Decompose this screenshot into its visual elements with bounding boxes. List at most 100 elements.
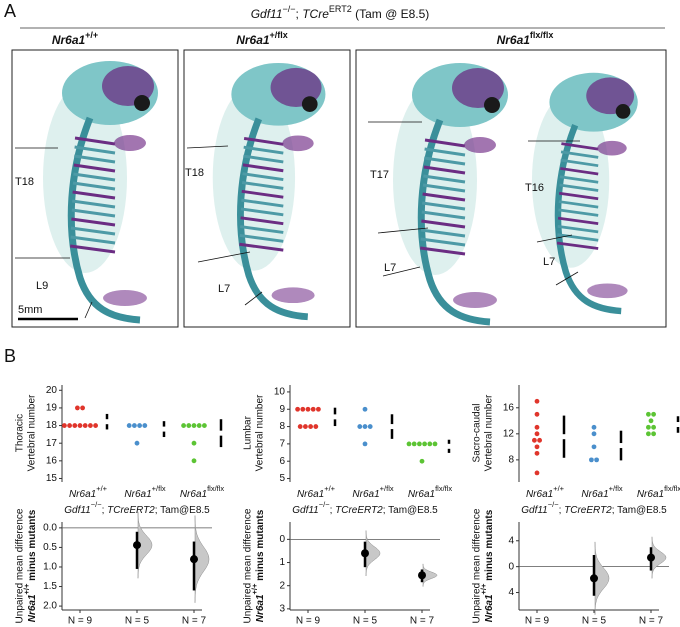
embryo-rib [559,175,599,184]
text-part: −/− [91,500,102,509]
text-part: −/− [548,500,559,509]
embryo-rib [73,172,116,182]
data-point [308,424,313,429]
text-part: TCreERT2 [335,505,383,516]
bootstrap-distribution [365,530,381,576]
data-point [422,441,427,447]
embryo-eye [615,104,631,119]
text-part: flx/flx [530,30,554,40]
text-part: +/+ [22,583,31,594]
data-point [191,440,197,446]
y-tick-label: 17 [46,438,58,449]
embryo-rib [71,208,116,218]
y-tick-label: 1.0 [43,562,57,573]
data-point [62,423,67,428]
text-part: ; [559,505,565,516]
scale-label: 5mm [18,304,42,316]
embryo-rib [243,136,284,146]
x-tick-label: Nr6a1+/flx [352,484,393,499]
embryo-rib [241,189,284,199]
embryo-rib [560,150,599,159]
embryo-rib [420,237,466,247]
x-tick-label: N = 7 [182,616,207,627]
embryo-rib [71,217,116,227]
embryo-rib [559,183,599,192]
embryo-rib [561,142,599,151]
y-tick-label: 8 [279,421,285,432]
data-point [651,431,656,437]
embryo-eye [301,96,318,112]
genotype-header: Nr6a1flx/flx [497,30,554,47]
text-part: Nr6a1 [69,489,96,500]
embryo-rib [70,226,116,236]
figure-title: Gdf11−/−; TCreERT2 (Tam @ E8.5) [251,4,430,21]
embryo-eye [484,97,500,113]
y-tick-label: 6 [279,456,285,467]
data-point [202,423,207,428]
text-part: −/− [283,4,296,14]
embryo-body [393,85,477,275]
embryo-photo [531,72,638,315]
vertebra-label: L7 [543,256,555,268]
y-axis-label: Sacro-caudal [472,404,483,463]
text-part: Gdf11 [251,7,283,21]
data-point [67,423,72,428]
embryo-rib [556,241,599,250]
text-part: minus mutants [484,509,495,583]
mean-difference [590,574,598,583]
x-tick-label: Nr6a1+/+ [526,484,565,499]
data-point [646,424,651,430]
embryo-rib [420,228,466,238]
embryo-spine [67,116,141,324]
embryo-limb [597,140,627,156]
text-part: Nr6a1 [27,594,38,622]
data-point [362,441,368,447]
data-point [357,424,363,429]
text-part: +/+ [553,484,564,493]
embryo-rib [558,200,599,209]
data-point [88,423,93,428]
bootstrap-distribution [422,563,438,587]
data-point [534,398,540,404]
data-point [591,424,597,430]
text-part: +/+ [324,484,335,493]
text-part: ; [296,7,303,21]
data-point [367,424,373,429]
embryo-limb [103,290,147,306]
y-tick-label: 1.5 [43,581,57,592]
y-axis-label: Unpaired mean difference [243,508,254,623]
text-part: +/+ [479,583,488,594]
embryo-rib [558,208,599,217]
data-point [295,406,300,412]
y-tick-label: 15 [46,473,58,484]
data-point [534,444,540,450]
text-part: Nr6a1 [581,489,608,500]
bootstrap-distribution [651,536,667,579]
embryo-eye [134,95,150,111]
y-axis-label: Nr6a1+/+ minus mutants [479,509,494,622]
text-part: +/flx [152,484,166,493]
data-point [310,406,316,412]
y-axis-label: Vertebral number [27,394,38,471]
genotype-header: Nr6a1+/flx [236,30,288,47]
x-tick-label: N = 9 [525,616,550,627]
data-point [137,423,143,428]
y-tick-label: 0.0 [43,523,57,534]
y-tick-label: 10 [274,387,286,398]
data-point [72,423,78,428]
panel-label: A [4,1,16,21]
embryo-limb [464,137,496,153]
embryo-rib [424,147,466,157]
embryo-photo [43,61,158,324]
embryo-rib [422,183,466,193]
data-point [134,440,140,446]
y-tick-label: 19 [46,403,58,414]
embryo-rib [423,174,466,184]
vertebra-label: T18 [15,176,34,188]
y-axis-label: Thoracic [15,414,26,452]
embryo-rib [74,136,116,146]
x-tick-label: Nr6a1flx/flx [180,484,225,499]
data-point [419,458,425,464]
embryo-rib [239,225,284,234]
y-tick-label: 2.0 [43,601,57,612]
